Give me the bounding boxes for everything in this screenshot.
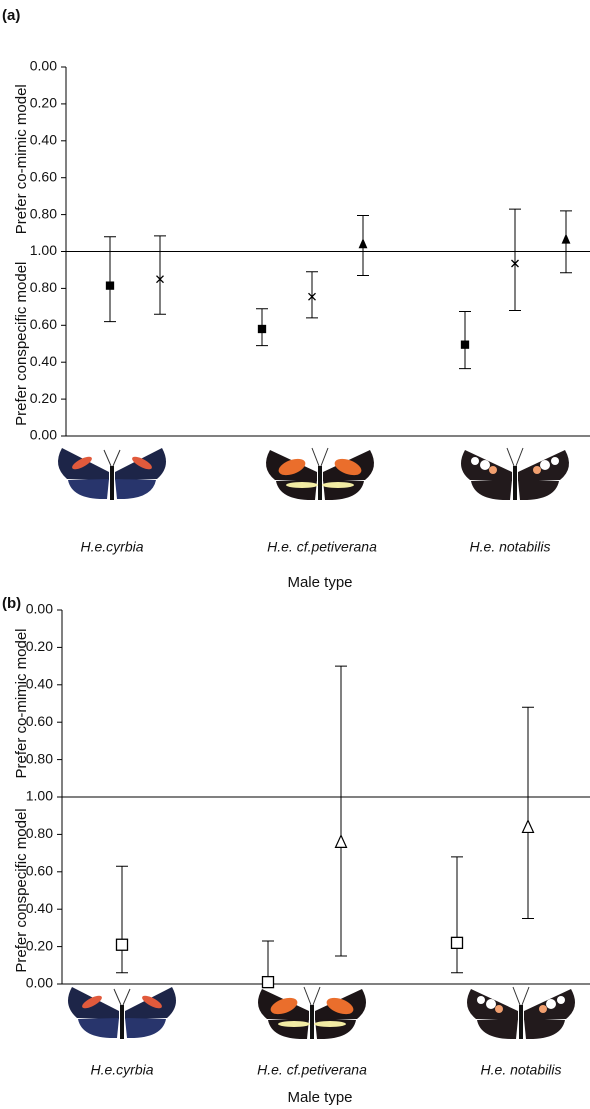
category-label: H.e. cf.petiverana: [257, 1062, 367, 1078]
y-tick-label: 0.80: [30, 279, 57, 295]
error-bar: [509, 209, 521, 310]
butterfly: [258, 987, 366, 1039]
category-label: H.e. notabilis: [481, 1062, 562, 1078]
y-tick-label: 0.00: [30, 58, 57, 74]
butterfly: [266, 448, 374, 500]
y-tick-label: 0.00: [30, 427, 57, 443]
butterfly: [58, 448, 166, 500]
marker: [563, 235, 570, 243]
y-tick-label: 0.60: [30, 316, 57, 332]
error-bar: [154, 236, 166, 314]
error-bar: [451, 857, 463, 973]
category-label: H.e. cf.petiverana: [267, 539, 377, 555]
marker: [107, 282, 114, 289]
y-tick-label: 0.20: [30, 95, 57, 111]
x-axis-label: Male type: [287, 574, 352, 591]
marker: [263, 977, 274, 988]
error-bar: [306, 272, 318, 318]
y-tick-label: 1.00: [26, 788, 53, 804]
category-label: H.e.cyrbia: [80, 539, 143, 555]
y-axis-label: Prefer conspecific model: [13, 262, 30, 426]
butterfly: [68, 987, 176, 1039]
error-bar: [104, 237, 116, 322]
y-tick-label: 1.00: [30, 242, 57, 258]
marker: [462, 341, 469, 348]
category-label: H.e. notabilis: [470, 539, 551, 555]
marker: [336, 835, 347, 847]
butterfly: [461, 448, 569, 500]
y-axis-label: Prefer conspecific model: [13, 808, 30, 972]
y-tick-label: 0.00: [26, 601, 53, 617]
butterfly: [467, 987, 575, 1039]
marker: [523, 820, 534, 832]
error-bar: [522, 707, 534, 918]
y-tick-label: 0.80: [30, 205, 57, 221]
marker: [259, 325, 266, 332]
y-tick-label: 0.60: [30, 168, 57, 184]
y-tick-label: 0.00: [26, 975, 53, 991]
x-axis-label: Male type: [287, 1089, 352, 1106]
y-tick-label: 0.40: [30, 353, 57, 369]
marker: [452, 937, 463, 948]
y-axis-label: Prefer co-mimic model: [13, 628, 30, 778]
y-tick-label: 0.20: [30, 390, 57, 406]
error-bar: [116, 866, 128, 973]
error-bar: [335, 666, 347, 956]
marker: [117, 939, 128, 950]
y-tick-label: 0.40: [30, 132, 57, 148]
category-label: H.e.cyrbia: [90, 1062, 153, 1078]
marker: [360, 240, 367, 248]
figure: (a) 0.00 0.20 0.40 0.60 0.80 1.00 0.80 0.60 0.40 0…: [0, 0, 590, 1109]
y-axis-label: Prefer co-mimic model: [13, 84, 30, 234]
panel-label: (a): [2, 7, 20, 24]
panel-label: (b): [2, 595, 21, 612]
error-bar: [459, 311, 471, 368]
